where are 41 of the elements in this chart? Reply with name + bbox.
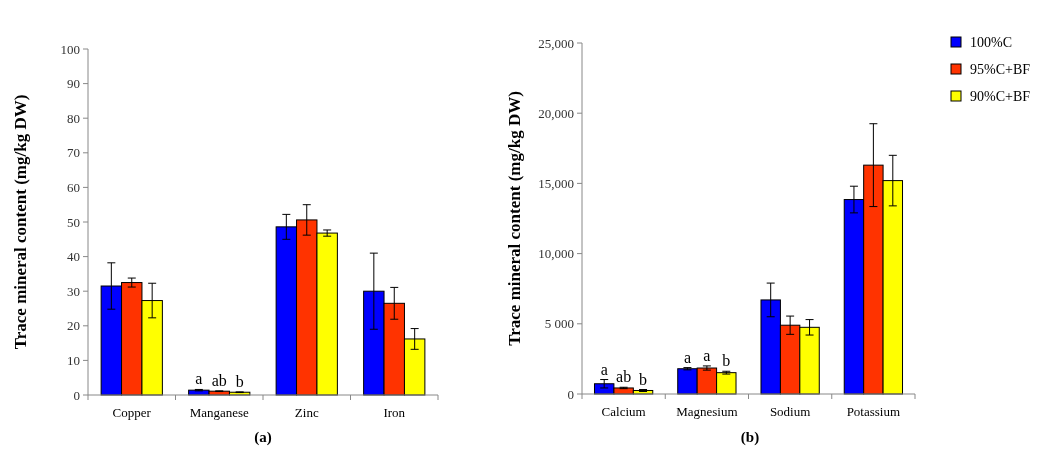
text: (b) xyxy=(740,429,760,446)
y-tick-label: 20 xyxy=(67,318,80,334)
annotation: b xyxy=(639,370,648,388)
annotation: ab xyxy=(211,371,227,389)
y-tick-label: 80 xyxy=(67,110,80,126)
y-axis-title: Trace mineral content (mg/kg DW) xyxy=(505,91,524,346)
y-axis-title: Trace mineral content (mg/kg DW) xyxy=(11,94,30,350)
y-tick-label: 10 xyxy=(67,352,80,368)
annotation: ab xyxy=(616,368,632,386)
y-tick-label: 30 xyxy=(67,283,80,299)
annotation: a xyxy=(600,360,608,378)
annotation: a xyxy=(703,346,711,364)
y-tick-label: 100 xyxy=(60,41,80,57)
x-tick-label: Zinc xyxy=(294,405,319,420)
y-tick-label: 10,000 xyxy=(538,246,574,262)
y-tick-label: 60 xyxy=(67,179,80,195)
y-tick-label: 90 xyxy=(67,76,80,92)
x-tick-label: Calcium xyxy=(601,404,646,419)
annotation: a xyxy=(195,370,203,388)
annotation: a xyxy=(683,348,691,366)
y-tick-label: 40 xyxy=(67,249,80,265)
annotation: b xyxy=(722,352,731,370)
x-tick-label: Magnesium xyxy=(676,404,738,419)
x-tick-label: Manganese xyxy=(189,405,250,420)
legend-label: 90%C+BF xyxy=(970,88,1031,104)
x-tick-label: Sodium xyxy=(769,404,811,419)
x-tick-label: Potassium xyxy=(846,404,901,419)
text: (a) xyxy=(254,429,272,446)
annotation: b xyxy=(235,372,244,390)
y-tick-label: 0 xyxy=(567,386,574,402)
y-tick-label: 70 xyxy=(67,145,80,161)
y-tick-label: 50 xyxy=(67,214,80,230)
x-tick-label: Iron xyxy=(383,405,406,420)
y-tick-label: 15,000 xyxy=(538,175,574,191)
y-tick-label: 5 000 xyxy=(544,316,574,332)
y-tick-label: 0 xyxy=(73,387,80,403)
legend-label: 100%C xyxy=(970,34,1012,50)
y-tick-label: 20,000 xyxy=(538,105,574,121)
x-tick-label: Copper xyxy=(112,405,152,420)
legend-label: 95%C+BF xyxy=(970,61,1031,77)
y-tick-label: 25,000 xyxy=(538,35,574,51)
